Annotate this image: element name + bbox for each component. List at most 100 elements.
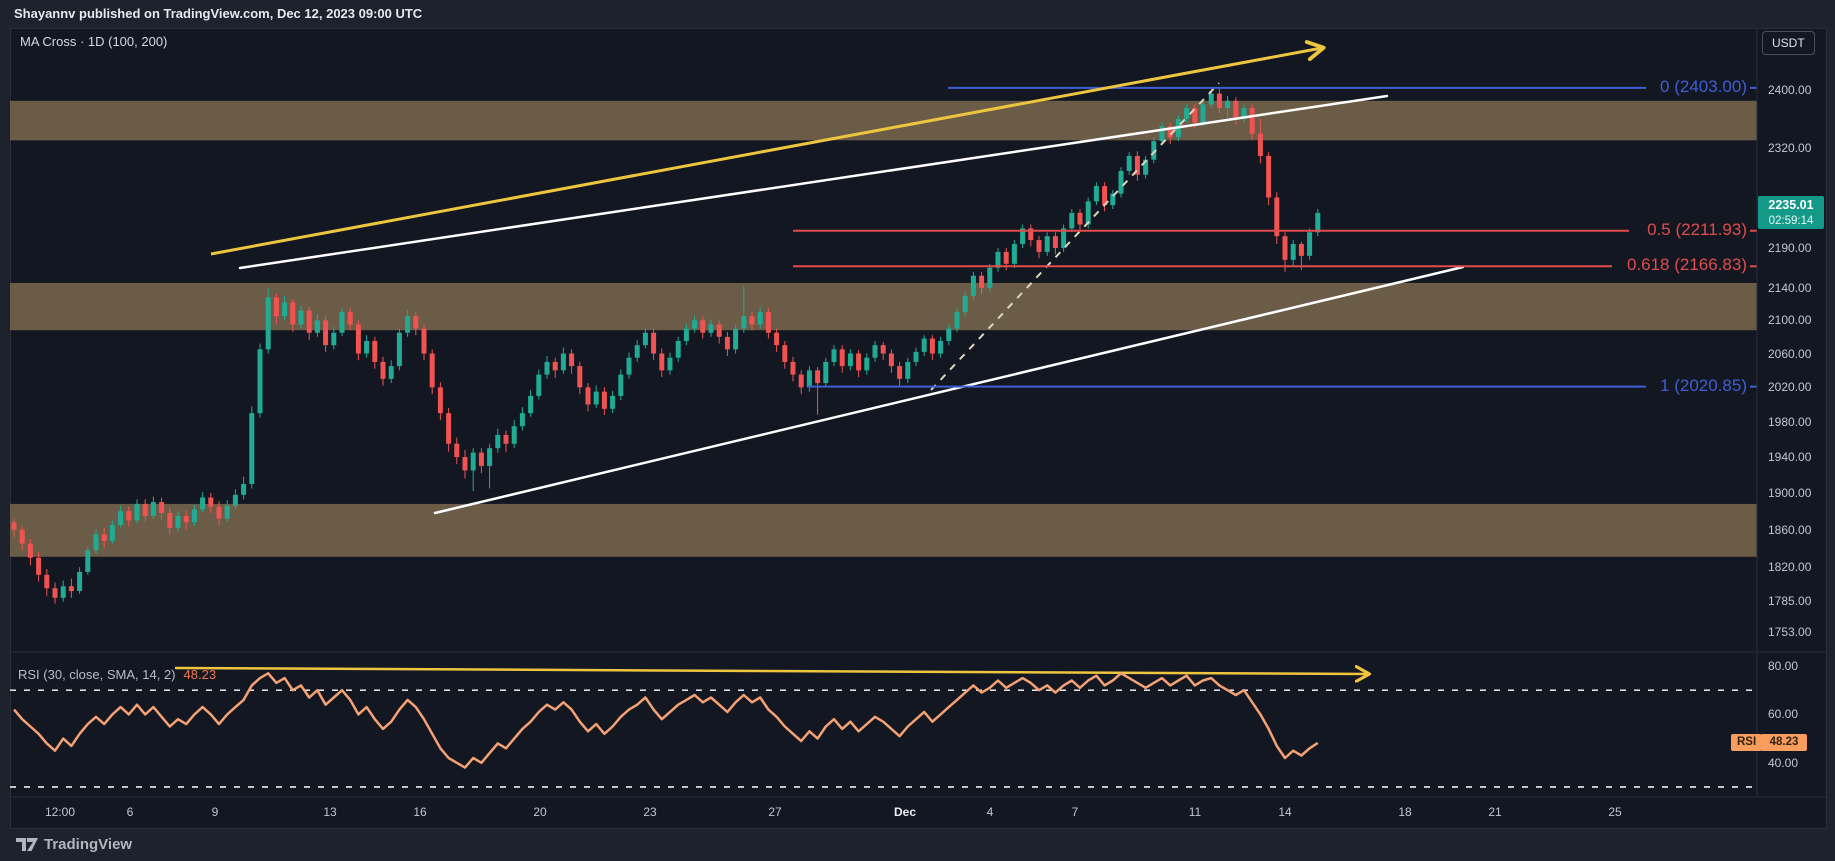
- candle-body: [36, 557, 42, 575]
- candle-body: [1167, 126, 1173, 138]
- candle-body: [68, 586, 74, 592]
- candle-body: [1184, 108, 1190, 119]
- candle-body: [659, 353, 665, 371]
- candle-body: [77, 571, 83, 592]
- candle-body: [265, 297, 271, 350]
- candle-body: [364, 341, 370, 354]
- candle-body: [528, 395, 534, 414]
- candle-body: [470, 452, 476, 471]
- snapshot-title: Shayannv published on TradingView.com, D…: [14, 6, 423, 21]
- candle-body: [700, 320, 706, 333]
- candle-body: [1093, 186, 1099, 202]
- candle-body: [167, 513, 173, 528]
- candle-body: [150, 502, 156, 516]
- candle-body: [1192, 108, 1198, 123]
- price-axis-tick: 1860.00: [1768, 522, 1812, 537]
- candle-body: [396, 332, 402, 367]
- price-axis-tick: 2100.00: [1768, 313, 1812, 328]
- lower-channel-line: [433, 265, 1465, 515]
- candle-body: [421, 328, 427, 354]
- candle-body: [27, 543, 33, 558]
- price-axis-tick: 2320.00: [1768, 141, 1812, 156]
- candle-body: [11, 522, 17, 530]
- candle-body: [478, 452, 484, 466]
- snapshot-header: Shayannv published on TradingView.com, D…: [0, 0, 1835, 28]
- currency-toggle-button[interactable]: USDT: [1762, 31, 1815, 55]
- candle-body: [921, 338, 927, 352]
- candle-body: [216, 506, 222, 519]
- price-axis-tick: 2020.00: [1768, 380, 1812, 395]
- candle-body: [1028, 228, 1034, 241]
- candle-body: [331, 332, 337, 346]
- candle-body: [938, 341, 944, 354]
- candle-body: [183, 515, 189, 523]
- candle-body: [667, 357, 673, 371]
- indicator-legend[interactable]: MA Cross · 1D (100, 200): [20, 34, 168, 49]
- rsi-axis-tick: 40.00: [1768, 755, 1799, 770]
- candle-body: [929, 338, 935, 354]
- candle-body: [282, 302, 288, 317]
- candle-body: [208, 497, 214, 507]
- candle-body: [806, 370, 812, 388]
- candle-body: [880, 345, 886, 354]
- candle-body: [44, 574, 50, 589]
- candle-body: [716, 324, 722, 337]
- candle-body: [733, 328, 739, 350]
- candle-body: [1143, 159, 1149, 175]
- candle-body: [298, 310, 304, 325]
- dashed-trendline: [930, 82, 1220, 391]
- candle-body: [856, 353, 862, 371]
- price-axis-tick: 2140.00: [1768, 280, 1812, 295]
- candle-body: [109, 525, 115, 541]
- candle-body: [692, 320, 698, 329]
- candle-body: [798, 374, 804, 388]
- candle-body: [774, 332, 780, 346]
- candle-body: [847, 353, 853, 367]
- candle-body: [446, 413, 452, 444]
- candle-body: [560, 353, 566, 371]
- time-axis-tick: 11: [1188, 805, 1202, 819]
- candle-body: [1011, 244, 1017, 264]
- candle-body: [1052, 236, 1058, 248]
- candle-body: [749, 316, 755, 325]
- candle-body: [241, 483, 247, 495]
- candle-body: [257, 349, 263, 414]
- time-axis-tick: 12:00: [44, 805, 76, 819]
- candle-body: [93, 534, 99, 551]
- fib-level-label: 0 (2403.00): [1660, 76, 1747, 96]
- time-axis-tick: 20: [533, 805, 547, 819]
- price-axis-tick: 1820.00: [1768, 560, 1812, 575]
- candle-body: [347, 312, 353, 325]
- candle-body: [962, 295, 968, 313]
- candle-body: [454, 443, 460, 458]
- price-axis-tick: 1940.00: [1768, 450, 1812, 465]
- candle-body: [388, 366, 394, 379]
- candle-body: [831, 349, 837, 362]
- candle-body: [1257, 133, 1263, 156]
- candle-body: [339, 312, 345, 333]
- candle-body: [782, 345, 788, 362]
- rsi-badge-value: 48.23: [1761, 733, 1807, 751]
- rsi-line: [13, 672, 1319, 769]
- candle-body: [118, 511, 124, 526]
- rsi-legend-title: RSI (30, close, SMA, 14, 2): [18, 667, 176, 682]
- rsi-legend[interactable]: RSI (30, close, SMA, 14, 2) 48.23: [18, 667, 216, 682]
- candle-body: [1061, 228, 1067, 248]
- candle-body: [724, 336, 730, 350]
- tradingview-logo[interactable]: TradingView: [16, 836, 132, 853]
- candle-body: [552, 361, 558, 371]
- candle-body: [1020, 228, 1026, 245]
- candle-body: [306, 310, 312, 333]
- candle-body: [1036, 240, 1042, 252]
- main-yellow-arrow: [210, 48, 1322, 256]
- footer-bar: TradingView: [0, 829, 1835, 861]
- candle-body: [1134, 155, 1140, 175]
- candle-body: [987, 267, 993, 288]
- candle-body: [159, 502, 165, 514]
- candle-body: [618, 374, 624, 396]
- candle-body: [634, 345, 640, 358]
- candle-body: [1282, 236, 1288, 260]
- candle-body: [765, 312, 771, 333]
- supply-demand-zone: [10, 282, 1757, 331]
